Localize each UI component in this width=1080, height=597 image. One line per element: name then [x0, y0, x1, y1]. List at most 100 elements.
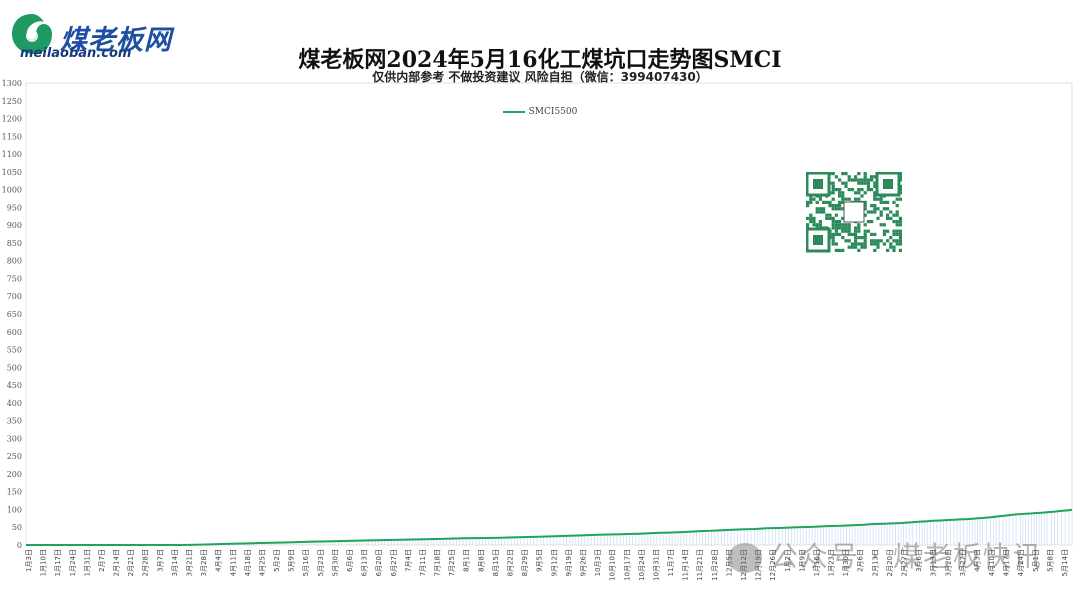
x-tick-label: 11月7日 [667, 549, 675, 576]
x-tick-label: 1月31日 [83, 549, 91, 576]
y-tick-label: 450 [7, 381, 22, 390]
x-tick-label: 10月10日 [609, 549, 617, 581]
chart-subtitle: 仅供内部参考 不做投资建议 风险自担（微信：399407430） [372, 70, 708, 84]
x-tick-label: 3月7日 [156, 549, 164, 572]
y-tick-label: 800 [7, 257, 22, 266]
x-tick-label: 1月3日 [25, 549, 33, 572]
plot-area [25, 82, 1073, 546]
x-tick-label: 5月30日 [331, 549, 339, 576]
series-line-smci5500 [26, 508, 1073, 546]
qr-code [805, 171, 902, 254]
y-tick-label: 1150 [2, 132, 22, 141]
x-tick-label: 5月14日 [1061, 549, 1069, 576]
y-tick-label: 1250 [2, 97, 22, 106]
x-tick-label: 6月13日 [361, 549, 369, 576]
y-tick-label: 50 [12, 523, 22, 532]
x-tick-label: 7月25日 [448, 549, 456, 576]
y-tick-label: 0 [17, 541, 22, 550]
x-tick-label: 3月28日 [200, 549, 208, 576]
x-tick-label: 2月28日 [142, 549, 150, 576]
x-tick-label: 3月27日 [959, 549, 967, 576]
x-tick-label: 2月13日 [871, 549, 879, 576]
x-tick-label: 12月19日 [755, 549, 763, 581]
x-tick-label: 2月6日 [857, 549, 865, 572]
x-tick-label: 5月16日 [302, 549, 310, 576]
x-tick-label: 5月23日 [317, 549, 325, 576]
qr-code-graphic [805, 171, 902, 253]
x-tick-label: 8月22日 [507, 549, 515, 576]
x-tick-label: 10月24日 [638, 549, 646, 581]
x-tick-label: 11月14日 [682, 549, 690, 581]
y-tick-label: 250 [7, 452, 22, 461]
x-tick-label: 1月2日 [784, 549, 792, 572]
x-tick-label: 3月13日 [930, 549, 938, 576]
x-tick-label: 4月3日 [973, 549, 981, 572]
y-tick-label: 650 [7, 310, 22, 319]
x-tick-label: 7月4日 [404, 549, 412, 572]
y-tick-label: 950 [7, 203, 22, 212]
x-tick-label: 9月12日 [550, 549, 558, 576]
x-tick-label: 6月27日 [390, 549, 398, 576]
x-tick-label: 3月14日 [171, 549, 179, 576]
x-tick-label: 7月18日 [434, 549, 442, 576]
y-tick-label: 600 [7, 328, 22, 337]
y-tick-label: 300 [7, 434, 22, 443]
y-tick-label: 1000 [2, 186, 22, 195]
x-tick-label: 1月24日 [69, 549, 77, 576]
logo-text: 煤老板网 [60, 25, 172, 56]
y-tick-label: 550 [7, 346, 22, 355]
x-tick-label: 12月5日 [725, 549, 733, 576]
x-tick-label: 7月11日 [419, 549, 427, 576]
y-tick-label: 1050 [2, 168, 22, 177]
logo: 煤老板网 meilaoban.com [8, 10, 208, 62]
x-tick-label: 8月8日 [477, 549, 485, 572]
y-tick-label: 1100 [2, 150, 22, 159]
legend-label: SMCI5500 [528, 107, 578, 117]
x-tick-label: 12月12日 [740, 549, 748, 581]
x-tick-label: 11月28日 [711, 549, 719, 581]
x-tick-label: 1月23日 [828, 549, 836, 576]
x-tick-label: 3月21日 [186, 549, 194, 576]
y-tick-label: 400 [7, 399, 22, 408]
y-tick-label: 100 [7, 505, 22, 514]
x-tick-label: 6月20日 [375, 549, 383, 576]
x-tick-label: 11月21日 [696, 549, 704, 581]
x-tick-label: 9月19日 [565, 549, 573, 576]
x-tick-label: 3月20日 [944, 549, 952, 576]
legend-swatch [502, 110, 525, 113]
x-tick-label: 4月17日 [1003, 549, 1011, 576]
x-tick-label: 2月20日 [886, 549, 894, 576]
x-tick-label: 4月11日 [229, 549, 237, 576]
x-tick-label: 10月17日 [623, 549, 631, 581]
x-tick-label: 8月1日 [463, 549, 471, 572]
x-tick-label: 2月21日 [127, 549, 135, 576]
x-tick-label: 2月14日 [113, 549, 121, 576]
y-tick-label: 150 [7, 488, 22, 497]
x-tick-label: 12月26日 [769, 549, 777, 581]
x-tick-label: 2月7日 [98, 549, 106, 572]
x-tick-label: 9月5日 [536, 549, 544, 572]
y-tick-label: 750 [7, 274, 22, 283]
x-tick-label: 4月18日 [244, 549, 252, 576]
y-tick-label: 350 [7, 417, 22, 426]
y-tick-label: 850 [7, 239, 22, 248]
y-tick-label: 700 [7, 292, 22, 301]
x-tick-label: 5月8日 [1046, 549, 1054, 572]
x-tick-label: 10月3日 [594, 549, 602, 576]
chart-title: 煤老板网2024年5月16化工煤坑口走势图SMCI [298, 47, 782, 73]
x-tick-label: 1月10日 [40, 549, 48, 576]
wechat-icon [728, 543, 762, 573]
x-tick-label: 4月4日 [215, 549, 223, 572]
x-tick-label: 1月16日 [813, 549, 821, 576]
x-tick-label: 4月10日 [988, 549, 996, 576]
watermark-text: 公众号 · 煤老板快讯 [770, 540, 1043, 573]
x-tick-label: 1月9日 [798, 549, 806, 572]
y-tick-label: 500 [7, 363, 22, 372]
y-tick-label: 200 [7, 470, 22, 479]
x-tick-label: 6月6日 [346, 549, 354, 572]
x-tick-label: 8月15日 [492, 549, 500, 576]
legend: SMCI5500 [0, 107, 1080, 117]
y-tick-label: 1200 [2, 115, 22, 124]
y-tick-label: 1300 [2, 79, 22, 88]
